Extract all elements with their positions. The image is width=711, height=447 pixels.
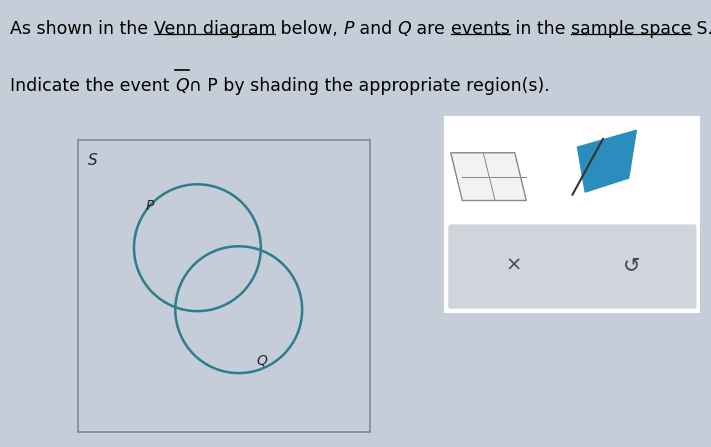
Polygon shape	[451, 153, 526, 201]
Text: S.: S.	[691, 21, 711, 38]
Text: Q: Q	[257, 353, 267, 367]
Text: events: events	[451, 21, 510, 38]
Text: P: P	[146, 199, 154, 213]
Text: are: are	[412, 21, 451, 38]
Text: Indicate the event: Indicate the event	[10, 76, 175, 95]
Text: below,: below,	[275, 21, 343, 38]
Text: P: P	[343, 21, 354, 38]
Text: in the: in the	[510, 21, 571, 38]
Text: Q: Q	[175, 76, 188, 95]
Text: Venn diagram: Venn diagram	[154, 21, 275, 38]
Text: sample space: sample space	[571, 21, 691, 38]
Text: ×: ×	[506, 256, 522, 274]
Text: S: S	[88, 153, 98, 169]
Text: As shown in the: As shown in the	[10, 21, 154, 38]
Polygon shape	[577, 130, 636, 192]
Text: ↺: ↺	[622, 255, 640, 275]
FancyBboxPatch shape	[441, 112, 704, 317]
FancyBboxPatch shape	[448, 224, 697, 309]
Text: Q: Q	[397, 21, 412, 38]
Text: ∩ P by shading the appropriate region(s).: ∩ P by shading the appropriate region(s)…	[188, 76, 550, 95]
Text: and: and	[354, 21, 397, 38]
